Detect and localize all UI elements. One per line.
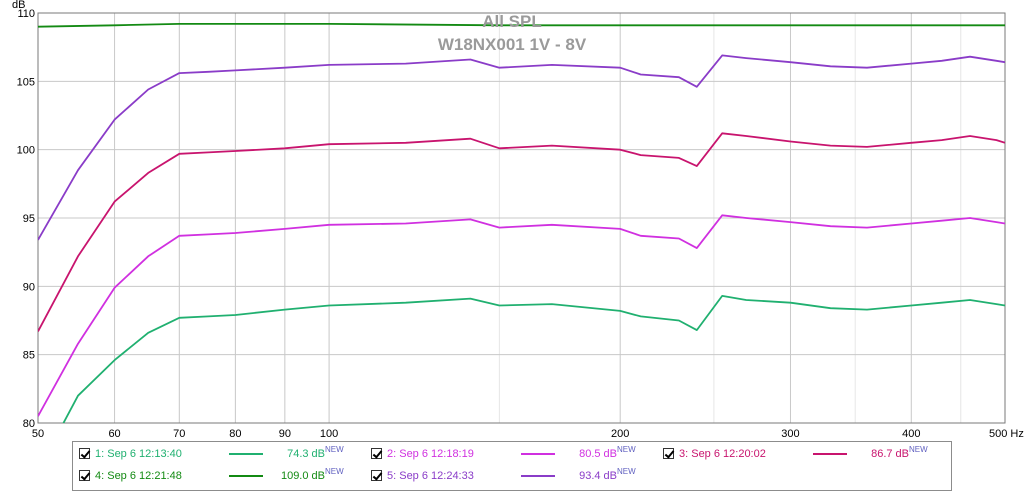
series — [38, 23, 1005, 423]
y-axis-label: dB — [12, 0, 25, 11]
legend-new-tag: NEW — [325, 445, 344, 454]
x-tick-label: 200 — [611, 428, 629, 440]
y-tick-label: 110 — [17, 8, 35, 20]
legend-label: 3: Sep 6 12:20:02 — [679, 448, 766, 460]
legend-swatch — [229, 453, 263, 455]
series-line-1 — [62, 295, 1005, 423]
legend-checkbox[interactable] — [663, 448, 674, 459]
y-tick-label: 100 — [17, 145, 35, 157]
legend-item: 3: Sep 6 12:20:02 86.7 dB NEW — [663, 445, 943, 463]
legend-label: 2: Sep 6 12:18:19 — [387, 448, 474, 460]
series-line-3 — [38, 132, 1005, 332]
legend-item: 5: Sep 6 12:24:33 93.4 dB NEW — [371, 467, 651, 485]
x-tick-label: 300 — [781, 428, 799, 440]
series-line-5 — [38, 54, 1005, 241]
y-tick-label: 95 — [23, 213, 35, 225]
y-tick-label: 105 — [17, 76, 35, 88]
legend-swatch — [229, 475, 263, 477]
chart-title: All SPL — [482, 12, 542, 31]
spl-chart: 50 60 70 80 90 100 200 300 400 500 Hz 80 85 90 95 100 1… — [12, 0, 1024, 440]
legend-level: 86.7 dB — [871, 448, 909, 460]
legend-checkbox[interactable] — [371, 470, 382, 481]
legend-checkbox[interactable] — [79, 448, 90, 459]
x-tick-label: 100 — [320, 428, 338, 440]
series-line-4 — [38, 23, 1005, 28]
legend-checkbox[interactable] — [371, 448, 382, 459]
legend-new-tag: NEW — [617, 445, 636, 454]
legend-swatch — [521, 475, 555, 477]
legend-checkbox[interactable] — [79, 470, 90, 481]
legend-level: 109.0 dB — [280, 470, 325, 482]
x-tick-label: 400 — [902, 428, 920, 440]
legend-item: 4: Sep 6 12:21:48 109.0 dB NEW — [79, 467, 359, 485]
grid — [37, 12, 1006, 424]
legend-new-tag: NEW — [617, 467, 636, 476]
y-tick-label: 85 — [23, 350, 35, 362]
legend: 1: Sep 6 12:13:40 74.3 dB NEW 2: Sep 6 12:1… — [72, 441, 952, 491]
y-tick-label: 80 — [23, 418, 35, 430]
legend-label: 1: Sep 6 12:13:40 — [95, 448, 182, 460]
legend-level: 74.3 dB — [287, 448, 325, 460]
axes: 50 60 70 80 90 100 200 300 400 500 Hz 80 85 90 95 100 1… — [12, 0, 1024, 440]
legend-level: 93.4 dB — [579, 470, 617, 482]
series-line-2 — [38, 214, 1005, 417]
legend-label: 4: Sep 6 12:21:48 — [95, 470, 182, 482]
legend-label: 5: Sep 6 12:24:33 — [387, 470, 474, 482]
legend-level: 80.5 dB — [579, 448, 617, 460]
x-tick-label: 70 — [173, 428, 185, 440]
x-tick-label: 80 — [229, 428, 241, 440]
legend-swatch — [813, 453, 847, 455]
y-tick-label: 90 — [23, 281, 35, 293]
x-tick-label: 50 — [32, 428, 44, 440]
x-tick-label: 60 — [108, 428, 120, 440]
legend-new-tag: NEW — [325, 467, 344, 476]
legend-new-tag: NEW — [909, 445, 928, 454]
legend-item: 1: Sep 6 12:13:40 74.3 dB NEW — [79, 445, 359, 463]
legend-item: 2: Sep 6 12:18:19 80.5 dB NEW — [371, 445, 651, 463]
legend-swatch — [521, 453, 555, 455]
x-tick-label: 500 Hz — [989, 428, 1024, 440]
chart-subtitle: W18NX001 1V - 8V — [438, 35, 587, 54]
x-tick-label: 90 — [279, 428, 291, 440]
plot-frame — [37, 12, 1006, 424]
